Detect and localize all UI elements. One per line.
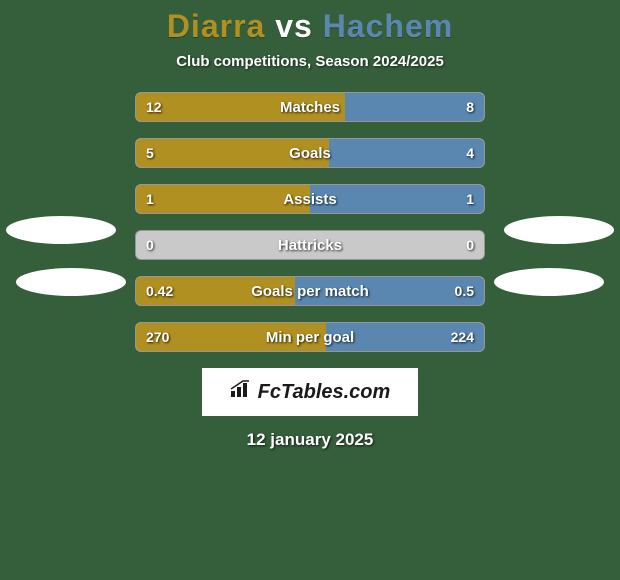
date-text: 12 january 2025	[0, 430, 620, 450]
brand-text: FcTables.com	[258, 381, 391, 404]
stats-area: 128Matches54Goals11Assists00Hattricks0.4…	[0, 92, 620, 352]
stat-left-value: 5	[146, 139, 154, 167]
stat-row: 0.420.5Goals per match	[135, 276, 485, 306]
stat-row: 11Assists	[135, 184, 485, 214]
stat-right-fill	[310, 185, 484, 213]
chart-icon	[230, 380, 252, 404]
stat-left-value: 12	[146, 93, 162, 121]
stat-right-value: 0	[466, 231, 474, 259]
stat-left-value: 0	[146, 231, 154, 259]
stat-left-fill	[136, 93, 345, 121]
brand-badge[interactable]: FcTables.com	[202, 368, 419, 416]
stat-row: 128Matches	[135, 92, 485, 122]
player-right-name: Hachem	[323, 8, 454, 44]
club-logo-right	[504, 216, 614, 244]
footer: FcTables.com 12 january 2025	[0, 368, 620, 450]
stat-left-value: 0.42	[146, 277, 173, 305]
stat-row: 54Goals	[135, 138, 485, 168]
stat-row: 270224Min per goal	[135, 322, 485, 352]
subtitle: Club competitions, Season 2024/2025	[0, 53, 620, 70]
stat-right-value: 0.5	[455, 277, 474, 305]
club-logo-right	[494, 268, 604, 296]
stat-label: Hattricks	[136, 231, 484, 259]
stat-right-value: 1	[466, 185, 474, 213]
stat-row: 0 0Hattricks	[135, 230, 485, 260]
vs-word: vs	[275, 8, 313, 44]
stat-right-value: 4	[466, 139, 474, 167]
comparison-card: Diarra vs Hachem Club competitions, Seas…	[0, 0, 620, 580]
stat-right-value: 8	[466, 93, 474, 121]
stat-left-fill	[136, 185, 310, 213]
stat-left-value: 1	[146, 185, 154, 213]
club-logo-left	[16, 268, 126, 296]
stat-left-fill	[136, 139, 329, 167]
stat-left-value: 270	[146, 323, 169, 351]
stat-right-value: 224	[451, 323, 474, 351]
page-title: Diarra vs Hachem	[0, 8, 620, 45]
club-logo-left	[6, 216, 116, 244]
stat-right-fill	[329, 139, 484, 167]
stat-right-fill	[345, 93, 484, 121]
player-left-name: Diarra	[167, 8, 266, 44]
